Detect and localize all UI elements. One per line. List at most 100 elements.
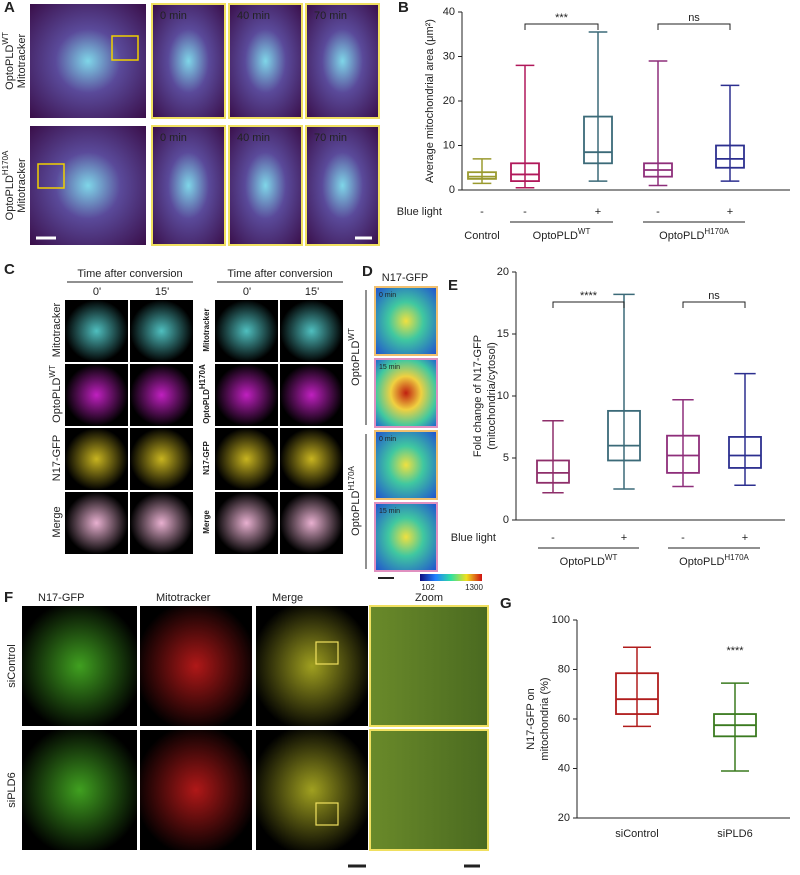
panel-letter: C bbox=[4, 261, 15, 278]
x-tick-label: siControl bbox=[615, 828, 658, 840]
label-sup: WT bbox=[48, 365, 57, 378]
colorbar-label: 1300 bbox=[465, 583, 483, 592]
time-label: 15' bbox=[155, 286, 169, 298]
micrograph bbox=[30, 126, 146, 245]
label-base: OptoPLD bbox=[560, 556, 605, 568]
label-sup: WT bbox=[1, 32, 10, 45]
box bbox=[536, 459, 570, 484]
micrograph bbox=[65, 492, 128, 554]
roi-box bbox=[315, 641, 339, 665]
label-sup: H170A bbox=[347, 465, 356, 490]
column-header: Zoom bbox=[415, 592, 443, 604]
time-label: 0 min bbox=[379, 436, 396, 443]
y-tick-label: 5 bbox=[503, 452, 509, 464]
box bbox=[583, 115, 613, 165]
label-base: OptoPLD bbox=[350, 341, 362, 386]
micrograph bbox=[140, 730, 252, 850]
micrograph bbox=[22, 730, 137, 850]
row-label: N17-GFP bbox=[51, 435, 63, 481]
time-label: 15 min bbox=[379, 508, 400, 515]
y-tick-label: 20 bbox=[443, 95, 455, 107]
y-axis-label: mitochondria (%) bbox=[539, 677, 551, 760]
row-label: siControl bbox=[6, 644, 18, 687]
micrograph bbox=[280, 300, 343, 362]
label-base: OptoPLD bbox=[202, 389, 211, 424]
group-label: Control bbox=[464, 230, 499, 242]
y-tick-label: 30 bbox=[443, 50, 455, 62]
x-tick-label: siPLD6 bbox=[717, 828, 752, 840]
y-tick-label: 40 bbox=[443, 6, 455, 18]
blue-light-sign: - bbox=[551, 532, 555, 544]
micrograph bbox=[130, 428, 193, 490]
micrograph bbox=[151, 125, 226, 246]
column-header: N17-GFP bbox=[382, 272, 428, 284]
micrograph bbox=[65, 300, 128, 362]
micrograph bbox=[215, 428, 278, 490]
box bbox=[607, 409, 641, 462]
label-sup: H170A bbox=[1, 150, 10, 175]
micrograph bbox=[22, 606, 137, 726]
micrograph bbox=[151, 3, 226, 119]
y-tick-label: 100 bbox=[552, 614, 570, 626]
significance-bracket bbox=[682, 301, 746, 308]
group-label: OptoPLDH170A bbox=[659, 227, 729, 242]
column-header: Mitotracker bbox=[156, 592, 211, 604]
group-label: OptoPLDWT bbox=[560, 553, 618, 568]
panel-letter: A bbox=[4, 0, 15, 16]
column-header: Merge bbox=[272, 592, 303, 604]
micrograph bbox=[256, 730, 368, 850]
micrograph bbox=[374, 286, 438, 356]
panel-letter: F bbox=[4, 589, 13, 606]
y-tick-label: 20 bbox=[497, 266, 509, 278]
micrograph bbox=[256, 606, 368, 726]
micrograph bbox=[228, 125, 303, 246]
group-label: OptoPLDWT bbox=[347, 328, 362, 386]
significance-bracket bbox=[657, 23, 731, 30]
label-sup: H170A bbox=[724, 553, 749, 562]
micrograph bbox=[374, 358, 438, 428]
colorbar-label: 102 bbox=[421, 583, 435, 592]
y-axis-label: (mitochondria/cytosol) bbox=[486, 342, 498, 450]
micrograph bbox=[305, 125, 380, 246]
blue-light-sign: - bbox=[523, 206, 527, 218]
micrograph bbox=[280, 492, 343, 554]
micrograph bbox=[215, 364, 278, 426]
row-label: Mitotracker bbox=[51, 302, 63, 357]
micrograph bbox=[130, 300, 193, 362]
panel-letter: D bbox=[362, 263, 373, 280]
row-label: OptoPLDH170A bbox=[1, 150, 16, 220]
time-label: 15' bbox=[305, 286, 319, 298]
blue-light-sign: + bbox=[742, 532, 748, 544]
label-base: OptoPLD bbox=[659, 230, 704, 242]
significance: *** bbox=[555, 12, 569, 24]
significance-bracket bbox=[524, 23, 599, 30]
micrograph bbox=[65, 364, 128, 426]
significance: ns bbox=[688, 12, 700, 24]
time-label: 0' bbox=[93, 286, 101, 298]
time-label: 0 min bbox=[379, 292, 396, 299]
row-label: siPLD6 bbox=[6, 772, 18, 807]
box bbox=[666, 434, 700, 474]
row-label: Mitotracker bbox=[202, 308, 211, 351]
micrograph bbox=[65, 428, 128, 490]
y-tick-label: 15 bbox=[497, 328, 509, 340]
label-base: Control bbox=[464, 230, 499, 242]
blue-light-sign: - bbox=[681, 532, 685, 544]
row-label: Mitotracker bbox=[16, 158, 28, 213]
roi-box bbox=[315, 802, 339, 826]
label-sup: WT bbox=[578, 227, 591, 236]
micrograph bbox=[130, 492, 193, 554]
column-header: Time after conversion bbox=[77, 268, 182, 280]
y-axis-label: N17-GFP on bbox=[525, 688, 537, 750]
y-axis-label: Fold change of N17-GFP bbox=[472, 335, 484, 457]
micrograph bbox=[130, 364, 193, 426]
roi-box bbox=[37, 163, 65, 189]
group-label: OptoPLDWT bbox=[533, 227, 591, 242]
label-sup: H170A bbox=[704, 227, 729, 236]
significance: **** bbox=[726, 645, 744, 657]
blue-light-sign: + bbox=[621, 532, 627, 544]
time-label: 70 min bbox=[314, 10, 347, 22]
box bbox=[728, 436, 762, 469]
y-tick-label: 80 bbox=[558, 663, 570, 675]
